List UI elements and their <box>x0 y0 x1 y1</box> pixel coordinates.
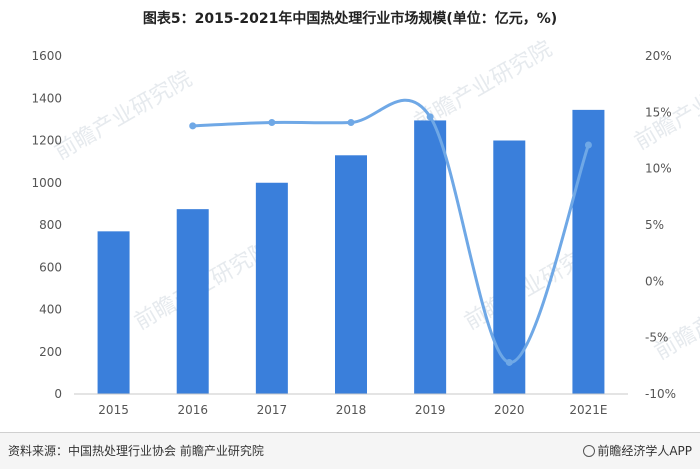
combo-chart: 前瞻产业研究院前瞻产业研究院前瞻产业研究院前瞻产业研究院前瞻产业研究院前瞻产业研… <box>0 0 700 432</box>
growth-line <box>193 100 589 362</box>
y-left-tick-label: 1200 <box>31 134 62 148</box>
bar-2015 <box>98 231 130 394</box>
bar-2018 <box>335 155 367 394</box>
y-right-tick-label: 15% <box>645 105 672 119</box>
y-right-tick-label: 0% <box>645 274 664 288</box>
y-right-tick-label: 10% <box>645 162 672 176</box>
y-right-tick-label: -5% <box>645 331 668 345</box>
bar-2021E <box>572 110 604 394</box>
line-point <box>268 119 275 126</box>
x-tick-label: 2021E <box>569 403 607 417</box>
y-left-tick-label: 200 <box>39 345 62 359</box>
x-tick-label: 2015 <box>98 403 129 417</box>
y-left-tick-label: 600 <box>39 260 62 274</box>
x-tick-label: 2016 <box>177 403 208 417</box>
line-series <box>189 100 592 366</box>
bar-2016 <box>177 209 209 394</box>
y-right-tick-label: 20% <box>645 49 672 63</box>
bar-2019 <box>414 120 446 394</box>
y-left-tick-label: 1400 <box>31 91 62 105</box>
y-left-tick-label: 0 <box>54 387 62 401</box>
line-point <box>427 113 434 120</box>
brand-logo-icon <box>583 445 595 457</box>
y-left-tick-label: 1600 <box>31 49 62 63</box>
y-right-tick-label: -10% <box>645 387 676 401</box>
line-point <box>585 142 592 149</box>
line-point <box>189 122 196 129</box>
brand-label: 前瞻经济学人APP <box>583 442 692 459</box>
bar-2017 <box>256 183 288 394</box>
x-tick-label: 2018 <box>336 403 367 417</box>
watermark-text: 前瞻产业研究院 <box>51 67 197 166</box>
x-tick-label: 2019 <box>415 403 446 417</box>
footer: 资料来源：中国热处理行业协会 前瞻产业研究院 前瞻经济学人APP <box>0 432 700 469</box>
source-note: 资料来源：中国热处理行业协会 前瞻产业研究院 <box>8 442 264 459</box>
y-left-tick-label: 400 <box>39 303 62 317</box>
y-left-tick-label: 1000 <box>31 176 62 190</box>
y-left-tick-label: 800 <box>39 218 62 232</box>
bar-series <box>98 110 605 394</box>
x-tick-label: 2017 <box>257 403 288 417</box>
line-point <box>348 119 355 126</box>
line-point <box>506 359 513 366</box>
y-right-tick-label: 5% <box>645 218 664 232</box>
x-tick-label: 2020 <box>494 403 525 417</box>
brand-text: 前瞻经济学人APP <box>597 444 692 458</box>
left-axis-ticks: 0 200 400 600 800 1000 1200 1400 1600 <box>31 49 62 401</box>
x-axis-ticks: 2015 2016 2017 2018 2019 2020 2021E <box>98 403 607 417</box>
